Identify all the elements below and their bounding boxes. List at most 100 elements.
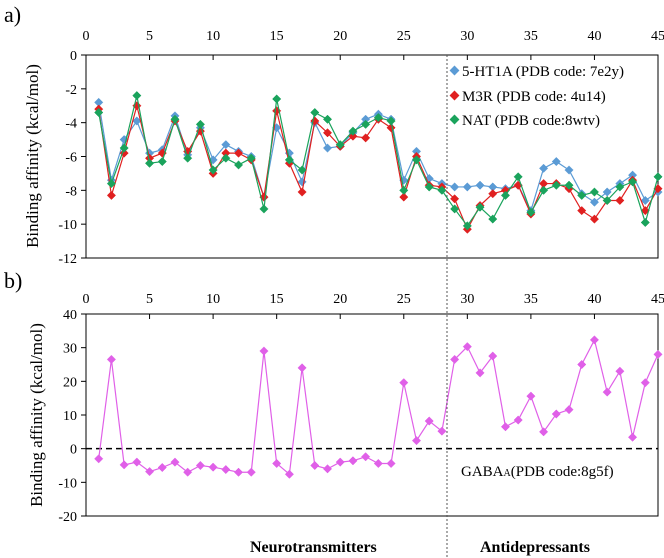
panel-b-series-0-point <box>170 457 180 467</box>
panel-a-series-2-point <box>399 185 409 195</box>
panel-a-series-1-point <box>589 214 599 224</box>
panel-a-series-2-point <box>322 114 333 124</box>
panel-a-series-2-point <box>310 107 320 118</box>
panel-a-series-1-point <box>450 194 460 204</box>
panel-a-series-2-point <box>488 214 498 224</box>
legend-label-m3r: M3R (PDB code: 4u14) <box>462 89 606 105</box>
annotation-suffix: (PDB code:8g5f) <box>511 464 614 480</box>
panel-a-series-1-point <box>233 148 244 158</box>
panel-a-series-2-point <box>475 202 485 212</box>
panel-a-y-tick-label: -4 <box>65 117 77 132</box>
panel-a-x-tick-label: 10 <box>206 29 220 44</box>
panel-a-y-axis-label: Binding affinity (kcal/mol) <box>23 64 42 248</box>
legend-marker-5ht1a <box>449 65 460 76</box>
panel-b-series-0-point <box>539 427 549 437</box>
panel-a-series-1-point <box>640 206 650 216</box>
legend-marker-m3r <box>449 90 460 101</box>
panel-a-series-2-point <box>221 153 231 163</box>
panel-b-plot-frame <box>85 313 659 517</box>
panel-a-series-2-point <box>183 153 193 163</box>
panel-a-series-2-point <box>526 207 536 217</box>
panel-b-series-line-0 <box>98 338 659 476</box>
panel-a-series-1-point <box>322 128 333 138</box>
panel-b-label: b) <box>4 268 22 293</box>
panel-a-series-2-point <box>450 204 460 214</box>
panel-b-series-0-point <box>577 359 587 370</box>
panel-a-series-0-point <box>551 157 561 167</box>
panel-a-series-0-point <box>539 163 549 173</box>
panel-a-series-2-point <box>539 185 549 195</box>
panel-a-series-2-point <box>170 114 180 124</box>
panel-b-series-0-point <box>411 436 422 446</box>
panel-a-series-2-point <box>424 182 434 192</box>
panel-a-series-0-point <box>462 182 472 192</box>
panel-b-y-tick-label: -10 <box>58 476 77 491</box>
panel-b-x-tick-label: 25 <box>397 292 411 307</box>
panel-b-series-0-point <box>500 422 511 432</box>
panel-b-x-tick-label: 0 <box>83 292 90 307</box>
panel-b-series-0-point <box>564 405 574 415</box>
panel-b-series-0-point <box>513 415 523 425</box>
panel-a-series-2-point <box>195 119 205 129</box>
panel-a-y-tick-label: -12 <box>58 252 77 267</box>
panel-a-y-tick-label: -10 <box>58 218 77 233</box>
panel-a-series-2-point <box>94 107 104 118</box>
panel-b-series-0-point <box>437 426 447 436</box>
panel-b-series-0-point <box>348 456 358 466</box>
panel-b-y-axis-label: Binding affinity (kcal/mol) <box>27 323 46 507</box>
panel-b-series-0-point <box>195 460 205 471</box>
panel-a-x-tick-label: 35 <box>524 29 538 44</box>
panel-a-y-tick-label: 0 <box>70 49 77 64</box>
panel-a-series-1-point <box>488 189 498 199</box>
panel-a-series-1-point <box>399 192 409 202</box>
panel-a-x-tick-label: 20 <box>333 29 347 44</box>
panel-a-series-2-point <box>628 177 638 187</box>
panel-b-series-0-point <box>233 467 244 477</box>
panel-a-x-tick-label: 25 <box>397 29 411 44</box>
panel-b-y-tick-label: -20 <box>58 510 77 525</box>
panel-a-series-0-point <box>450 182 460 192</box>
legend-marker-nat <box>449 114 460 125</box>
panel-b-series-0-point <box>106 354 116 365</box>
panel-b-series-0-point <box>208 462 218 472</box>
legend-item-nat: NAT (PDB code:8wtv) <box>449 113 600 129</box>
panel-a-series-2-point <box>361 119 371 129</box>
panel-a-series-2-point <box>157 157 167 167</box>
panel-b-series-0-point <box>399 378 409 388</box>
panel-b-series-0-point <box>475 368 485 378</box>
panel-a-series-1-point <box>119 148 129 158</box>
legend: 5-HT1A (PDB code: 7e2y) M3R (PDB code: 4… <box>449 64 624 129</box>
panel-b-series-0-point <box>640 378 650 388</box>
panel-a-plot-frame <box>85 54 659 259</box>
panel-a-series-2-point <box>437 185 447 195</box>
gaba-series-annotation: GABAA(PDB code:8g5f) <box>461 464 614 480</box>
panel-a-series-2-point <box>335 140 345 150</box>
panel-a-series-2-point <box>602 195 612 206</box>
panel-a-series-2-point <box>500 190 511 200</box>
panel-b-y-tick-label: 0 <box>70 443 77 458</box>
panel-a-series-2-point <box>462 221 472 231</box>
panel-b-series-0-point <box>272 458 282 469</box>
annotation-prefix: GABA <box>461 464 504 480</box>
panel-b-series-0-point <box>615 366 625 376</box>
panel-b-x-tick-label: 20 <box>333 292 347 307</box>
panel-a-series-1-point <box>297 187 307 197</box>
panel-a-series-1-point <box>361 133 371 143</box>
panel-a-x-tick-label: 5 <box>146 29 153 44</box>
panel-a-x-tick-label: 45 <box>651 29 664 44</box>
panel-a-series-2-point <box>653 172 663 182</box>
panel-b-series-0-point <box>628 432 638 442</box>
panel-a-series-2-point <box>589 187 599 197</box>
panel-a-series-0-point <box>475 180 485 190</box>
panel-a-y-tick-label: -8 <box>65 184 77 199</box>
panel-b-series-0-point <box>488 351 498 361</box>
panel-a-series-2-point <box>106 179 116 189</box>
panel-a-series-2-point <box>297 165 307 175</box>
panel-b-series-0-point <box>450 354 460 365</box>
panel-a-x-tick-label: 40 <box>587 29 601 44</box>
panel-b-series-0-point <box>589 335 599 345</box>
panel-a-series-1-point <box>615 195 625 206</box>
panel-b-series-0-point <box>373 458 383 469</box>
panel-a-series-2-point <box>640 217 650 228</box>
panel-a-series-2-point <box>208 165 218 175</box>
